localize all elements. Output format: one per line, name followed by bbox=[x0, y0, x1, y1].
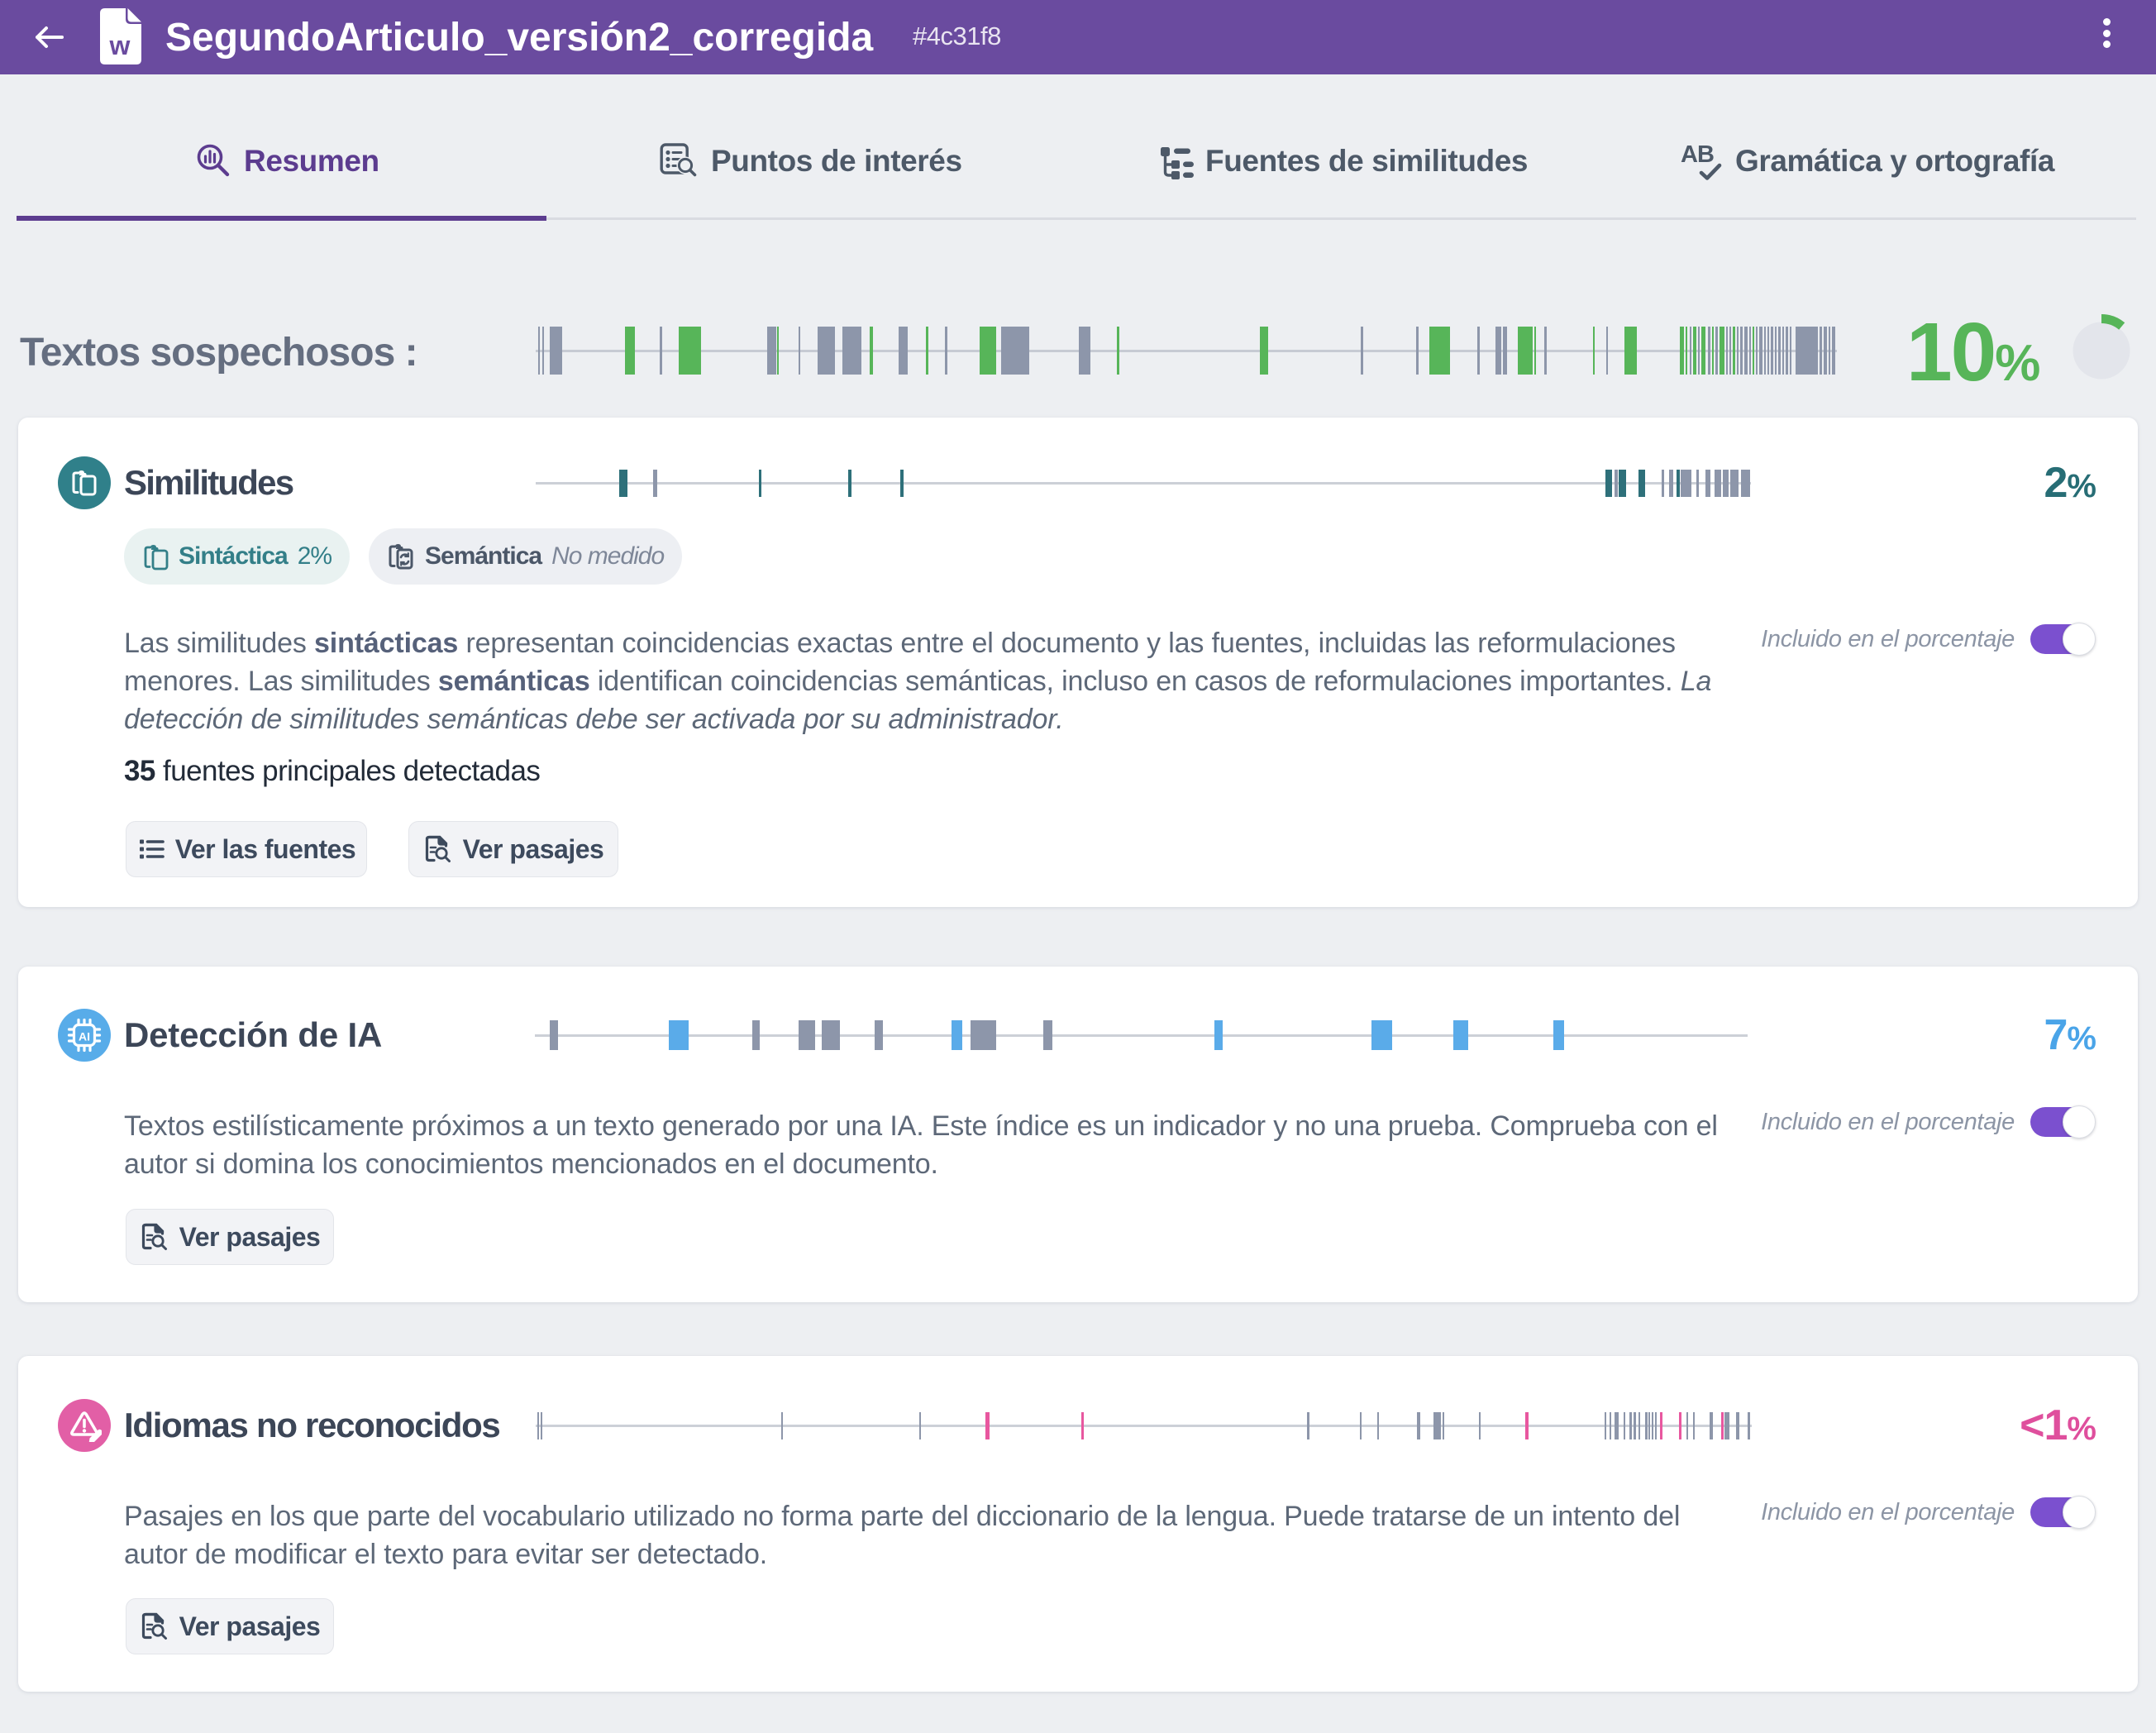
svg-text:AB: AB bbox=[1681, 142, 1714, 168]
svg-text:w: w bbox=[109, 31, 131, 60]
svg-text:AI: AI bbox=[79, 1030, 90, 1043]
